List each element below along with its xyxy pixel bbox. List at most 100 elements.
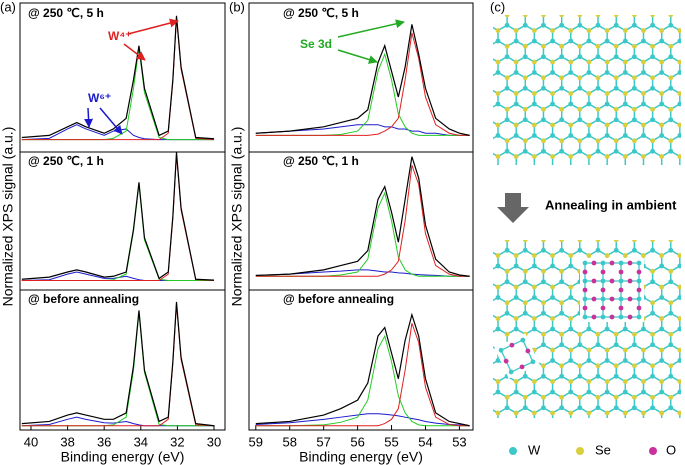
atom-se: [477, 348, 482, 353]
bond: [497, 406, 517, 418]
atom-w: [650, 54, 655, 60]
atom-w: [659, 263, 665, 269]
bond: [606, 406, 626, 418]
atom-w: [487, 311, 492, 316]
annotation: @ 250 ℃, 1 h: [28, 154, 104, 168]
atom-se: [495, 379, 501, 384]
atom-se: [550, 316, 555, 321]
atom-se: [531, 91, 537, 96]
atom-w: [582, 278, 588, 284]
atom-w: [496, 232, 501, 237]
atom-w: [550, 358, 555, 363]
atom-se: [595, 106, 601, 112]
atom-w: [641, 133, 646, 138]
atom-w: [487, 248, 492, 253]
atom-se: [541, 106, 546, 112]
atom-w: [623, 7, 628, 12]
atom-se: [641, 410, 646, 416]
atom-se: [541, 268, 546, 274]
panel-label: (a): [0, 0, 16, 14]
atom-se: [595, 331, 601, 337]
bond: [515, 150, 536, 165]
atom-w: [641, 7, 646, 12]
atom-se: [659, 122, 665, 128]
atom-se: [632, 170, 637, 175]
atom-w: [586, 389, 592, 395]
atom-se: [631, 43, 637, 49]
atom-w: [668, 85, 674, 91]
atom-w: [541, 405, 546, 411]
atom-w: [477, 327, 482, 332]
atom-w: [531, 70, 537, 75]
bond: [533, 406, 554, 418]
x-tick-label: 55: [384, 434, 398, 449]
atom-w: [550, 389, 555, 395]
atom-w: [468, 86, 473, 91]
atom-se: [522, 15, 528, 18]
atom-se: [641, 154, 646, 159]
atom-se: [659, 284, 665, 290]
atom-se: [677, 122, 681, 128]
atom-w: [631, 373, 637, 379]
atom-se: [541, 138, 546, 144]
spectrum-line: [255, 413, 470, 427]
atom-o: [636, 269, 642, 275]
atom-w: [522, 117, 528, 123]
atom-o: [591, 278, 597, 284]
atom-w: [582, 260, 588, 266]
atom-o: [609, 314, 615, 320]
atom-w: [636, 260, 642, 266]
atom-w: [650, 373, 655, 379]
atom-w: [659, 38, 665, 44]
atom-se: [577, 15, 583, 18]
spectrum-line: [255, 312, 470, 427]
atom-se: [668, 300, 674, 306]
atom-se: [495, 154, 501, 159]
atom-w: [660, 164, 664, 165]
atom-w: [623, 421, 628, 426]
atom-se: [468, 363, 473, 368]
atom-se: [631, 106, 637, 112]
atom-w: [477, 390, 482, 395]
atom-w: [559, 85, 565, 91]
atom-w: [659, 421, 664, 426]
atom-se: [513, 122, 519, 128]
atom-w: [477, 133, 482, 138]
x-tick-label: 54: [418, 434, 432, 449]
atom-w: [468, 54, 473, 59]
atom-se: [659, 91, 665, 96]
atom-se: [577, 43, 583, 49]
atom-w: [495, 263, 501, 269]
atom-se: [568, 410, 574, 416]
atom-w: [477, 358, 482, 363]
atom-w: [559, 148, 565, 154]
annotation-arrow: [84, 107, 94, 128]
atom-se: [468, 12, 473, 17]
atom-se: [505, 426, 510, 431]
atom-se: [504, 240, 510, 243]
plot-frame: [248, 2, 474, 431]
atom-se: [550, 28, 555, 33]
atom-w: [677, 421, 682, 426]
atom-se: [614, 426, 619, 431]
atom-w: [495, 295, 501, 300]
atom-se: [650, 268, 655, 274]
atom-w: [468, 405, 473, 410]
atom-se: [659, 253, 665, 258]
atom-se: [541, 240, 546, 243]
atom-w: [604, 133, 610, 138]
atom-w: [522, 54, 528, 60]
atom-se: [531, 284, 537, 290]
bond: [670, 328, 681, 351]
atom-w: [613, 54, 619, 60]
bond: [642, 150, 663, 165]
atom-se: [586, 410, 592, 416]
atom-w: [504, 247, 510, 253]
atom-w: [468, 374, 473, 379]
atom-o: [627, 278, 633, 284]
atom-se: [531, 379, 537, 384]
atom-w: [477, 70, 482, 75]
bond: [670, 391, 681, 414]
atom-se: [568, 316, 574, 321]
atom-w: [495, 38, 501, 44]
